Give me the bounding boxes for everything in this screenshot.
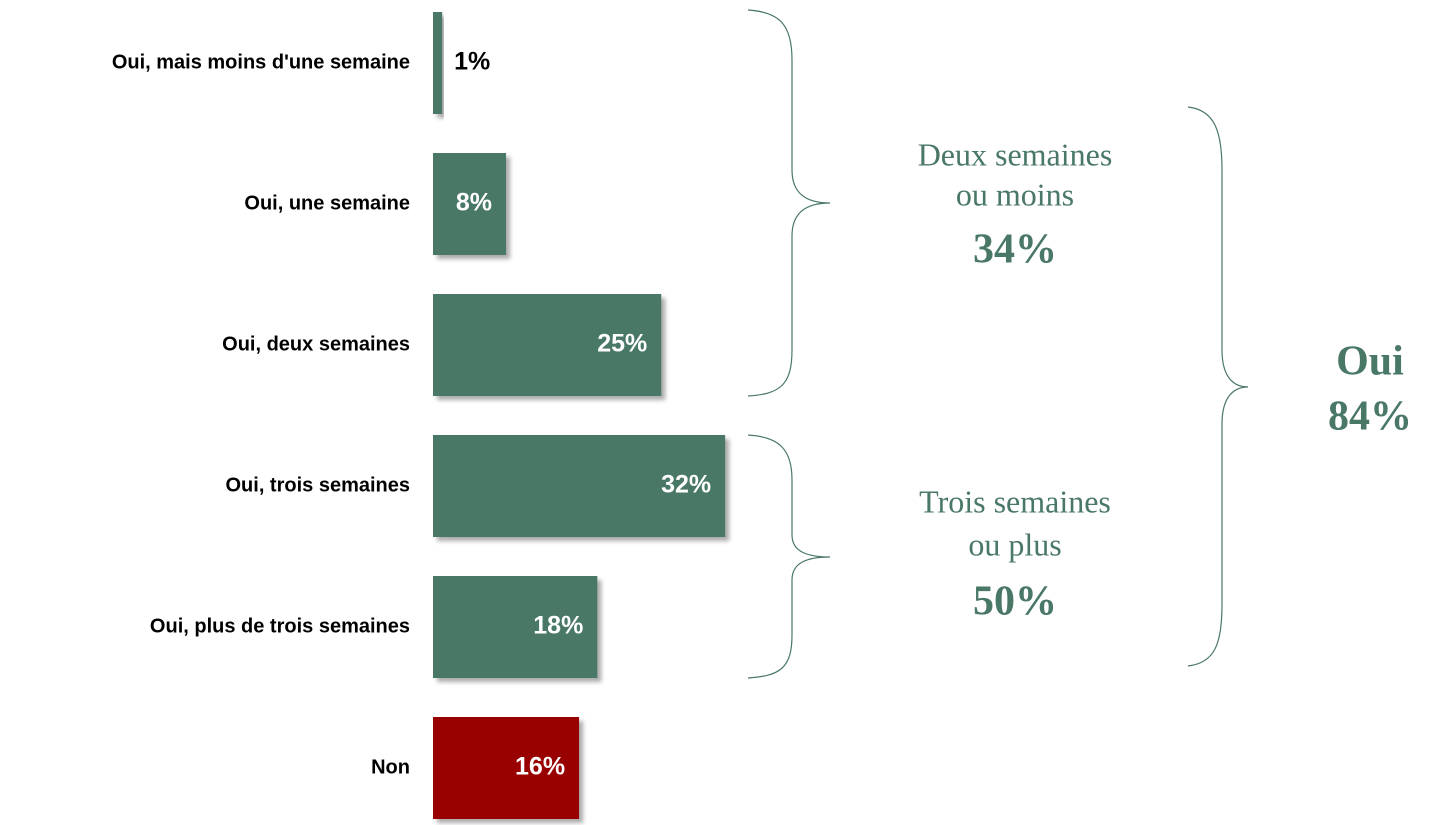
category-label: Non	[371, 756, 410, 778]
annotation-total: 84%	[1328, 394, 1412, 440]
value-label: 25%	[597, 330, 647, 358]
bar	[433, 12, 443, 114]
annotation-text: ou moins	[956, 176, 1074, 212]
annotation-text: ou plus	[968, 526, 1061, 562]
brace	[1187, 106, 1249, 667]
value-label: 18%	[533, 612, 583, 640]
value-label: 32%	[661, 471, 711, 499]
annotation-text: Oui	[1336, 339, 1404, 385]
value-label: 8%	[456, 189, 492, 217]
annotation-text: Deux semaines	[918, 136, 1113, 172]
category-label: Oui, trois semaines	[225, 474, 410, 496]
brace	[747, 434, 831, 679]
category-label: Oui, plus de trois semaines	[150, 615, 410, 637]
annotation-text: Trois semaines	[919, 483, 1111, 519]
value-label: 1%	[454, 48, 490, 76]
annotation-total: 34%	[973, 227, 1057, 273]
bar	[433, 435, 726, 537]
bar	[433, 153, 507, 255]
brace	[747, 9, 831, 397]
annotation-total: 50%	[973, 579, 1057, 625]
category-label: Oui, une semaine	[244, 192, 410, 214]
bar	[433, 576, 598, 678]
category-label: Oui, mais moins d'une semaine	[112, 51, 410, 73]
category-label: Oui, deux semaines	[222, 333, 410, 355]
value-label: 16%	[515, 753, 565, 781]
bar	[433, 294, 662, 396]
bar	[433, 717, 580, 819]
